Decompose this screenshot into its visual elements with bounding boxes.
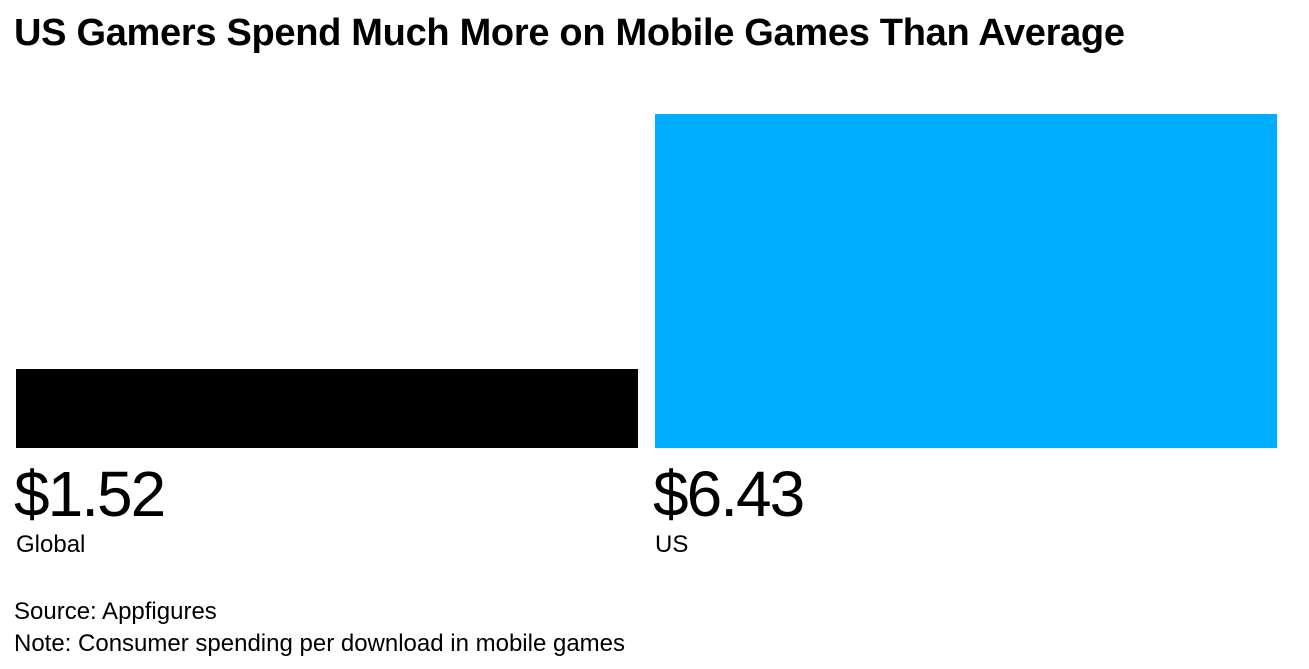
bar-global <box>16 369 638 448</box>
source-note: Source: Appfigures <box>14 598 217 625</box>
footnote: Note: Consumer spending per download in … <box>14 630 626 657</box>
category-label-us: US <box>655 531 689 558</box>
value-label-global: $1.52 <box>14 458 166 530</box>
chart-title: US Gamers Spend Much More on Mobile Game… <box>14 12 1125 54</box>
category-label-global: Global <box>16 531 86 558</box>
value-label-us: $6.43 <box>653 458 805 530</box>
bar-us <box>655 114 1277 448</box>
